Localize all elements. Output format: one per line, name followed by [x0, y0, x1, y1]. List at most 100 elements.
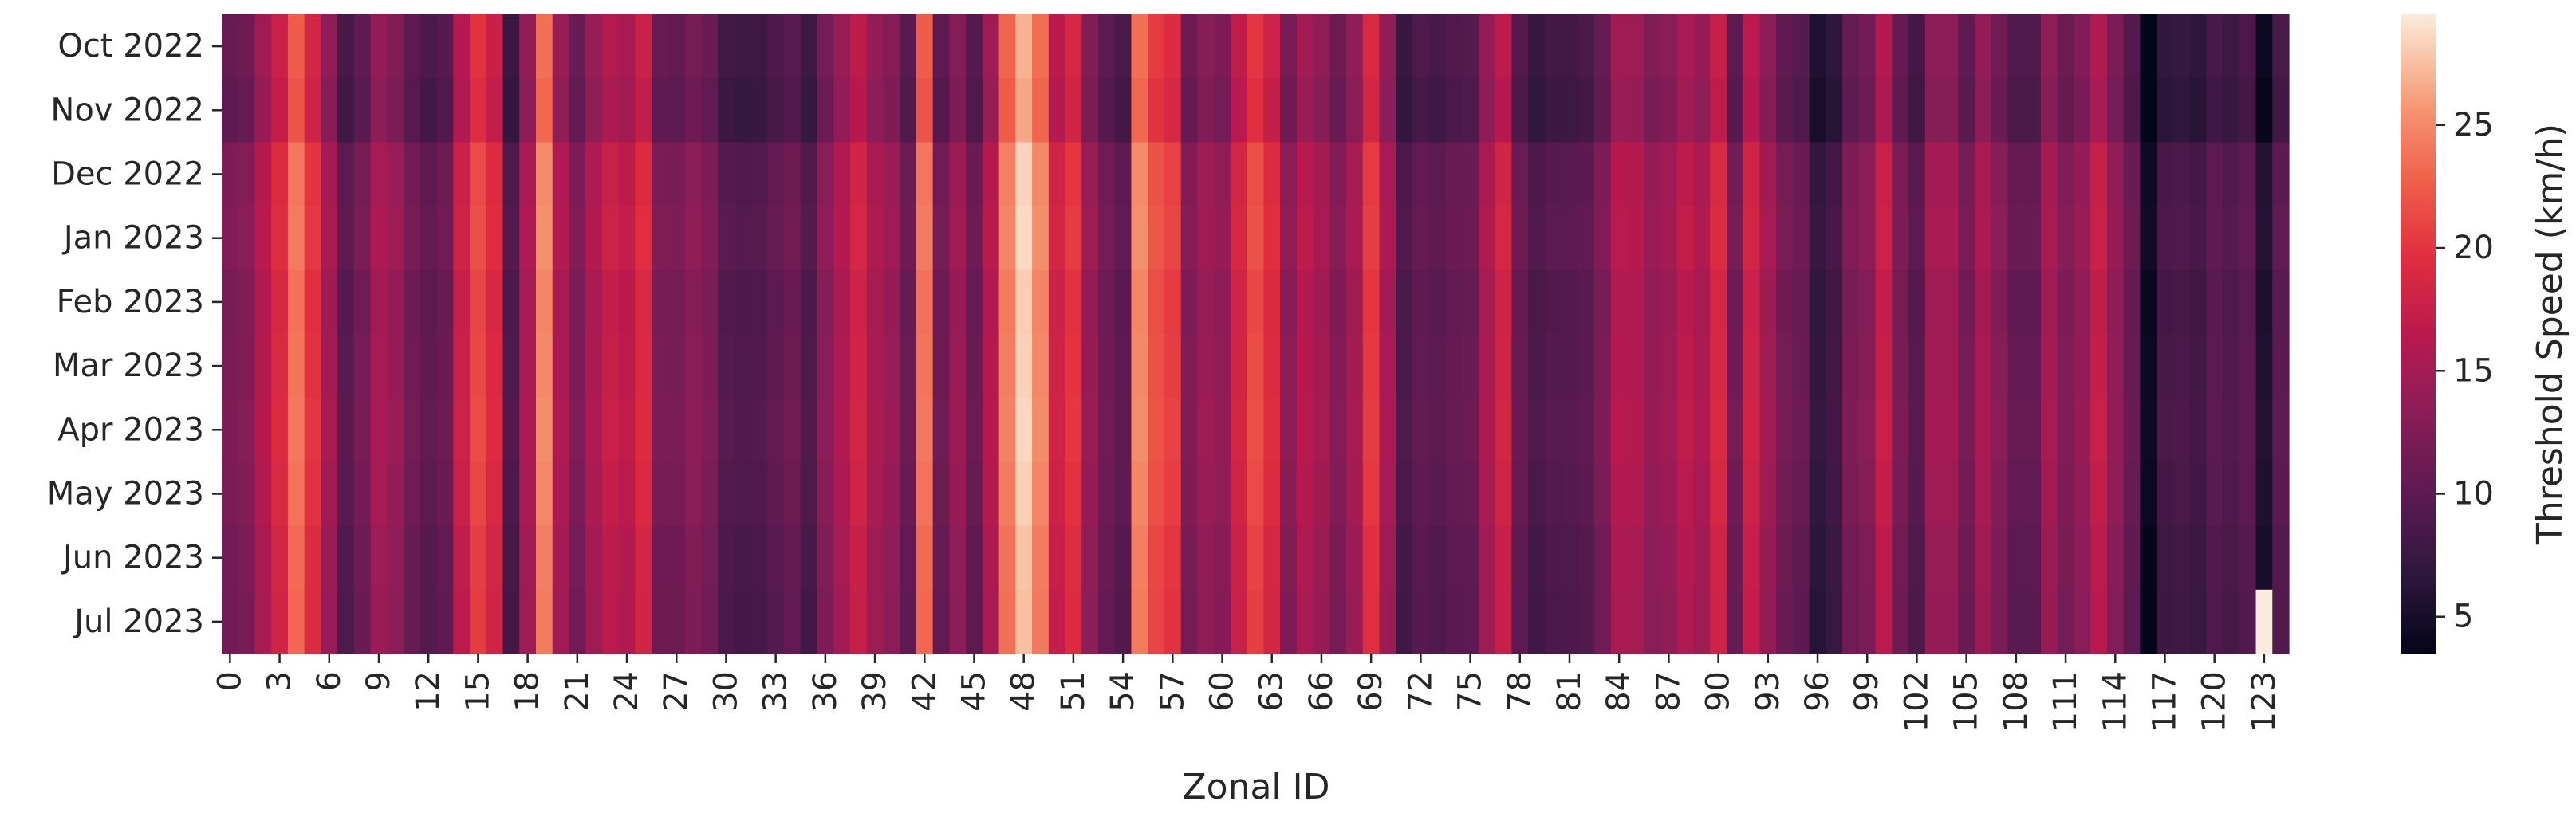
heatmap-cell	[2223, 206, 2240, 271]
heatmap-cell	[502, 461, 520, 527]
heatmap-cell	[337, 14, 355, 79]
heatmap-cell	[387, 142, 404, 207]
heatmap-cell	[1478, 461, 1496, 527]
heatmap-cell	[304, 461, 322, 527]
heatmap-cell	[1428, 269, 1447, 335]
heatmap-cell	[1594, 142, 1612, 207]
heatmap-cell	[1710, 14, 1727, 79]
x-tick-label: 57	[1154, 671, 1191, 712]
heatmap-cell	[1826, 206, 1843, 271]
heatmap-cell	[271, 525, 289, 591]
heatmap-cell	[1329, 14, 1347, 79]
heatmap-cell	[222, 525, 239, 591]
heatmap-cell	[1048, 398, 1066, 462]
colorbar-tick-label: 10	[2453, 476, 2494, 513]
heatmap-cell	[2057, 142, 2075, 207]
heatmap-cell	[1329, 525, 1347, 591]
heatmap-cell	[254, 525, 272, 591]
heatmap-cell	[817, 525, 834, 591]
heatmap-cell	[2223, 589, 2240, 654]
heatmap-cell	[750, 14, 768, 79]
heatmap-cell	[2074, 461, 2091, 527]
x-tick-label: 54	[1105, 671, 1141, 712]
heatmap-cell	[2106, 78, 2125, 143]
heatmap-cell	[1032, 142, 1050, 207]
heatmap-cell	[519, 334, 537, 399]
heatmap-cell	[900, 206, 917, 271]
heatmap-cell	[569, 269, 586, 335]
heatmap-cell	[585, 14, 603, 79]
heatmap-cell	[1280, 78, 1298, 143]
heatmap-cell	[1346, 398, 1364, 462]
heatmap-cell	[1445, 78, 1463, 143]
heatmap-cell	[1462, 589, 1479, 654]
y-tick-label: Nov 2022	[50, 92, 204, 128]
heatmap-cell	[1544, 142, 1562, 207]
heatmap-cell	[2255, 78, 2273, 143]
heatmap-cell	[1726, 269, 1744, 335]
heatmap-cell	[321, 398, 338, 462]
heatmap-cell	[1958, 461, 1975, 527]
heatmap-cell	[734, 269, 752, 335]
heatmap-cell	[1594, 525, 1612, 591]
heatmap-cell	[2074, 398, 2091, 462]
heatmap-cell	[750, 589, 768, 654]
heatmap-cell	[1842, 14, 1860, 79]
heatmap-cell	[998, 142, 1016, 207]
heatmap-cell	[1495, 14, 1513, 79]
heatmap-cell	[1362, 589, 1381, 654]
heatmap-cell	[1065, 525, 1082, 591]
heatmap-cell	[585, 206, 603, 271]
heatmap-cell	[1693, 589, 1711, 654]
heatmap-cell	[453, 525, 471, 591]
heatmap-cell	[1908, 461, 1926, 527]
heatmap-cell	[1462, 269, 1479, 335]
heatmap-cell	[1924, 14, 1943, 79]
y-tick-label: Mar 2023	[53, 348, 204, 384]
heatmap-cell	[900, 589, 917, 654]
heatmap-cell	[1081, 461, 1099, 527]
heatmap-cell	[833, 398, 851, 462]
heatmap-cell	[353, 461, 372, 527]
heatmap-cell	[370, 142, 388, 207]
heatmap-cell	[1148, 525, 1165, 591]
heatmap-cell	[684, 589, 702, 654]
heatmap-cell	[1924, 525, 1943, 591]
heatmap-cell	[849, 589, 868, 654]
heatmap-cell	[1743, 142, 1761, 207]
heatmap-cell	[370, 398, 388, 462]
heatmap-cell	[1164, 589, 1182, 654]
heatmap-cell	[1478, 398, 1496, 462]
heatmap-cell	[1958, 206, 1975, 271]
heatmap-cell	[2123, 589, 2141, 654]
heatmap-cell	[1164, 398, 1182, 462]
heatmap-cell	[2223, 269, 2240, 335]
heatmap-cell	[1428, 461, 1447, 527]
heatmap-cell	[817, 206, 834, 271]
heatmap-cell	[1164, 14, 1182, 79]
heatmap-cell	[966, 525, 983, 591]
heatmap-cell	[1362, 334, 1381, 399]
heatmap-cell	[1081, 269, 1099, 335]
heatmap-cell	[1511, 269, 1529, 335]
heatmap-cell	[1263, 14, 1281, 79]
heatmap-cell	[767, 589, 785, 654]
x-tick-label: 120	[2196, 671, 2233, 732]
heatmap-cell	[1065, 461, 1082, 527]
heatmap-cell	[387, 589, 404, 654]
heatmap-cell	[668, 398, 686, 462]
heatmap-cell	[1743, 269, 1761, 335]
heatmap-cell	[1197, 589, 1215, 654]
heatmap-cell	[1578, 142, 1595, 207]
heatmap-cell	[1826, 14, 1843, 79]
heatmap-cell	[2239, 398, 2257, 462]
heatmap-cell	[1660, 334, 1678, 399]
heatmap-cell	[2206, 142, 2223, 207]
heatmap-cell	[883, 461, 900, 527]
heatmap-cell	[1428, 78, 1447, 143]
heatmap-cell	[1610, 525, 1629, 591]
x-tick-label: 6	[311, 671, 348, 691]
heatmap-cell	[1958, 78, 1975, 143]
heatmap-cell	[1296, 334, 1314, 399]
heatmap-cell	[1495, 525, 1513, 591]
